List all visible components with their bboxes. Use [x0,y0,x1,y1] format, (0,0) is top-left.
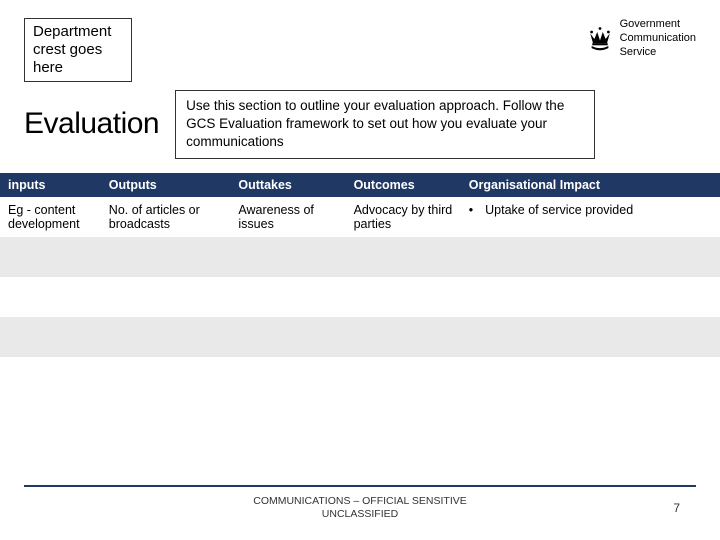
table-row [0,317,720,357]
table-cell [346,277,461,317]
bullet-icon: • [469,203,473,217]
table-cell [101,277,231,317]
table-row: Eg - content development No. of articles… [0,197,720,237]
footer: COMMUNICATIONS – OFFICIAL SENSITIVE UNCL… [0,485,720,522]
table-header: Outputs [101,173,231,197]
table-cell [461,237,720,277]
table-header-row: inputs Outputs Outtakes Outcomes Organis… [0,173,720,197]
crest-placeholder-text: Department crest goes here [33,23,111,76]
table-cell [0,237,101,277]
page-title: Evaluation [24,107,159,141]
table-cell [346,317,461,357]
logo-text-line2: Communication [620,32,696,46]
evaluation-table: inputs Outputs Outtakes Outcomes Organis… [0,173,720,357]
page-number: 7 [673,501,680,515]
table-row [0,277,720,317]
table-cell [0,277,101,317]
table-cell [461,317,720,357]
table-cell [230,277,345,317]
table-cell [346,237,461,277]
table-cell [101,237,231,277]
logo-text-line1: Government [620,18,696,32]
title-row: Evaluation Use this section to outline y… [0,82,720,173]
table-header: Outcomes [346,173,461,197]
table-cell: • Uptake of service provided [461,197,720,237]
table-header: inputs [0,173,101,197]
header-row: Department crest goes here Government Co… [0,0,720,82]
table-cell: Eg - content development [0,197,101,237]
table-cell: No. of articles or broadcasts [101,197,231,237]
footer-line1: COMMUNICATIONS – OFFICIAL SENSITIVE [253,495,467,509]
table-cell [230,237,345,277]
footer-classification: COMMUNICATIONS – OFFICIAL SENSITIVE UNCL… [253,495,467,522]
crest-placeholder-box: Department crest goes here [24,18,132,82]
instruction-text: Use this section to outline your evaluat… [186,98,564,149]
table-cell-text: Uptake of service provided [485,203,633,217]
crown-icon [586,25,614,53]
table-cell [461,277,720,317]
table-header: Organisational Impact [461,173,720,197]
footer-divider [24,485,696,487]
instruction-box: Use this section to outline your evaluat… [175,90,595,159]
table-cell [230,317,345,357]
table-row [0,237,720,277]
table-cell: Advocacy by third parties [346,197,461,237]
logo-text-line3: Service [620,46,696,60]
footer-line2: UNCLASSIFIED [253,508,467,522]
logo-text: Government Communication Service [620,18,696,59]
gcs-logo: Government Communication Service [586,18,696,59]
table-cell [101,317,231,357]
table-cell [0,317,101,357]
table-header: Outtakes [230,173,345,197]
table-cell: Awareness of issues [230,197,345,237]
